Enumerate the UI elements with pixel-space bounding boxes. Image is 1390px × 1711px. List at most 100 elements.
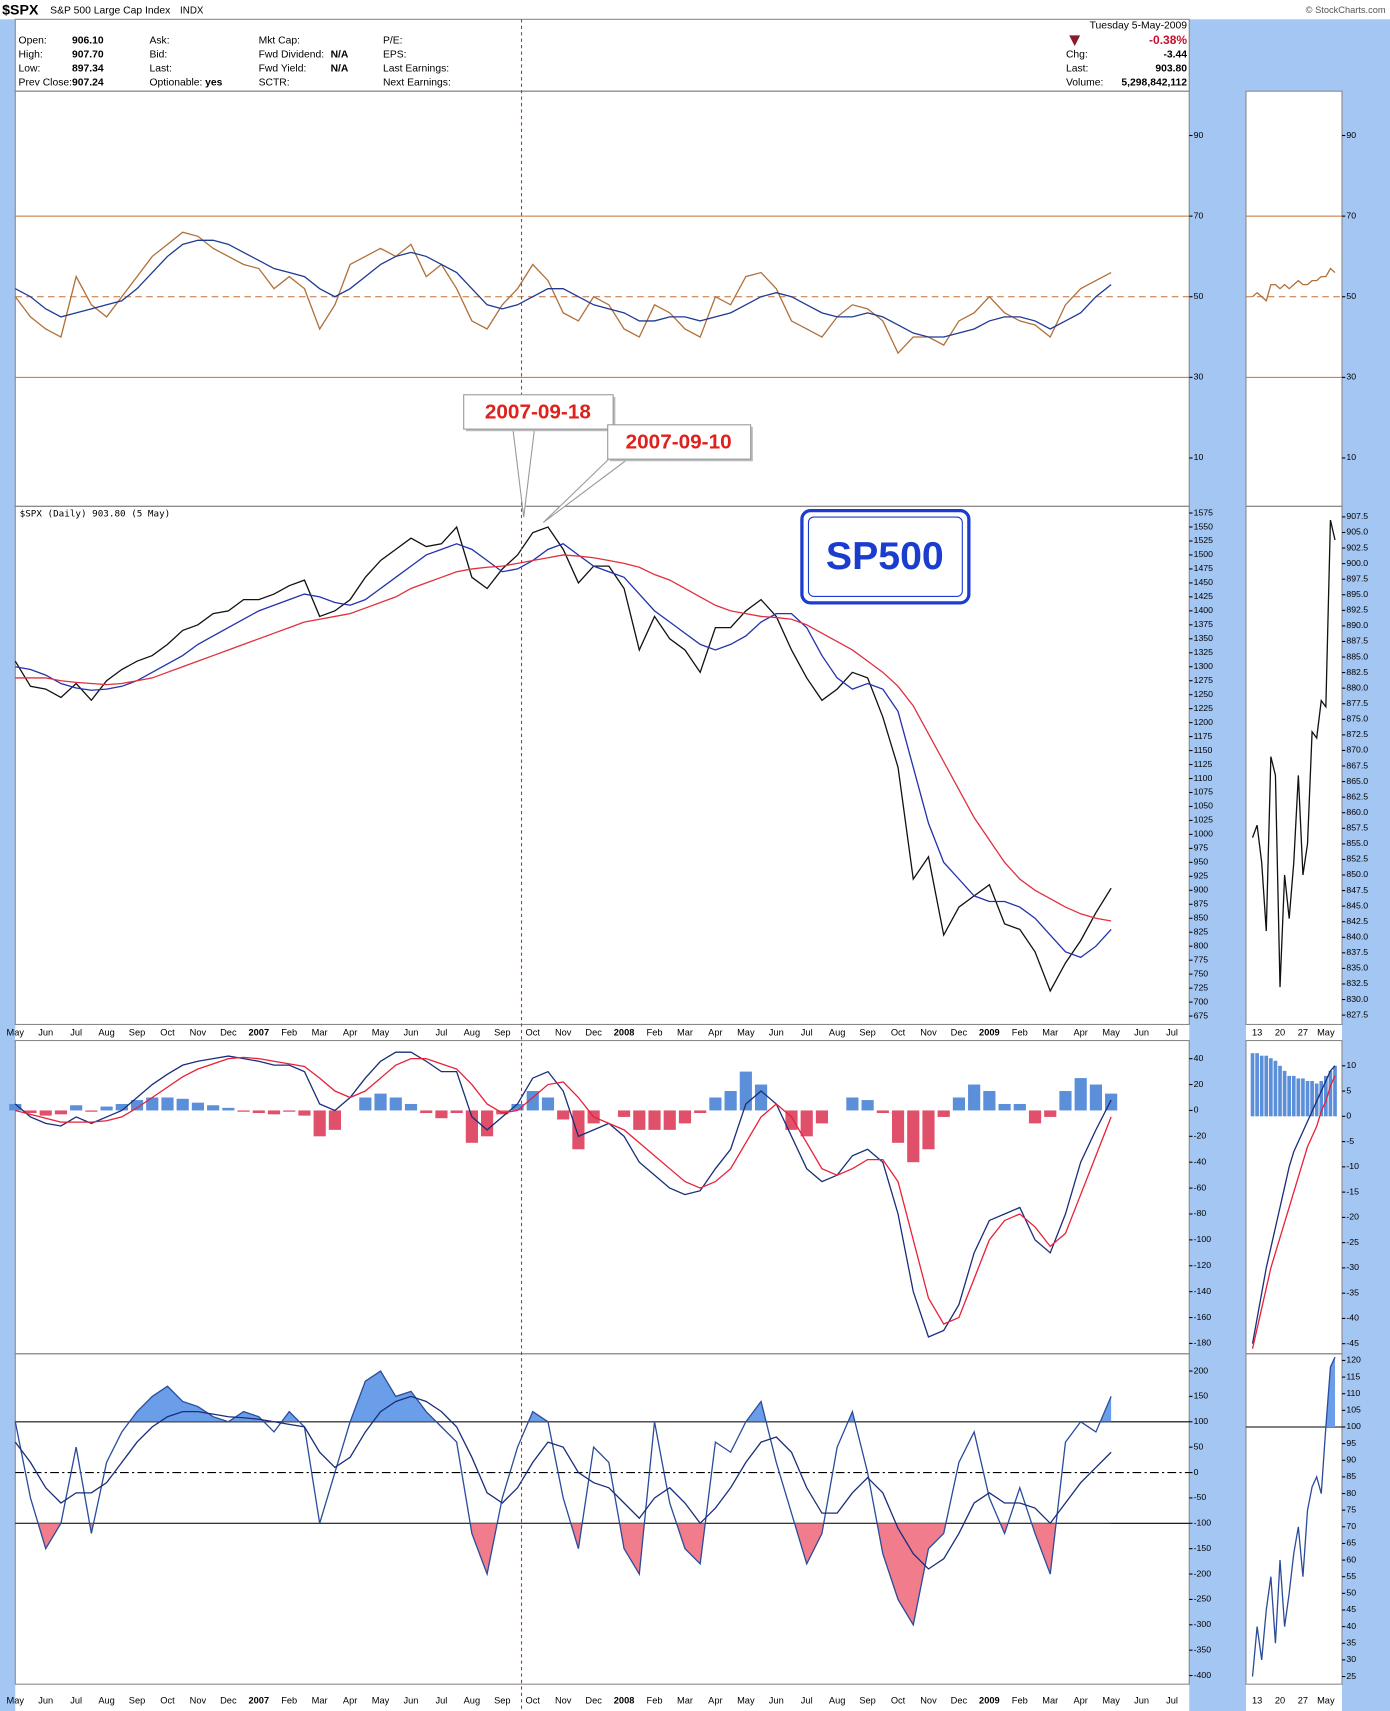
y-tick-label: 10 [1346,452,1356,462]
histogram-bar [389,1097,402,1111]
title-strip [0,0,1390,20]
x-tick-label: Aug [98,1696,114,1706]
x-tick-label: Jul [801,1696,813,1706]
y-tick-label: 120 [1346,1355,1361,1365]
y-tick-label: 0 [1194,1467,1199,1477]
x-tick-label: Dec [951,1696,968,1706]
y-tick-label: 50 [1194,291,1204,301]
y-tick-label: 827.5 [1346,1009,1368,1019]
y-tick-label: 1500 [1194,549,1214,559]
y-tick-label: 870.0 [1346,745,1368,755]
x-tick-label: Oct [526,1696,541,1706]
y-tick-label: 867.5 [1346,760,1368,770]
x-tick-label: Jun [38,1028,53,1038]
histogram-bar [1287,1075,1292,1117]
y-tick-label: 85 [1346,1471,1356,1481]
y-tick-label: 45 [1346,1604,1356,1614]
x-tick-label: Sep [494,1028,510,1038]
x-tick-label: 27 [1298,1028,1308,1038]
y-tick-label: 900.0 [1346,558,1368,568]
x-tick-label: Aug [464,1028,480,1038]
x-tick-label: Apr [708,1696,722,1706]
histogram-bar [1305,1080,1310,1117]
histogram-bar [359,1097,372,1111]
y-tick-label: 25 [1346,1671,1356,1681]
y-tick-label: 1475 [1194,563,1214,573]
x-tick-label: Oct [891,1028,906,1038]
histogram-bar [328,1110,341,1130]
histogram-bar [785,1110,798,1130]
y-tick-label: 1075 [1194,787,1214,797]
histogram-bar [1255,1053,1259,1117]
x-tick-label: May [1102,1696,1120,1706]
y-tick-label: 90 [1346,130,1356,140]
histogram-bar [54,1110,68,1115]
quote-label: Last Earnings: [383,63,449,74]
y-tick-label: 872.5 [1346,729,1368,739]
histogram-bar [724,1091,737,1111]
series-line [14,239,1112,338]
y-tick-label: 890.0 [1346,620,1368,630]
x-tick-label: May [1317,1028,1335,1038]
label-box-inner [807,516,963,597]
x-tick-label: Mar [677,1028,693,1038]
series-line [14,1395,1112,1570]
y-tick-label: 905.0 [1346,527,1368,537]
callout-text: 2007-09-18 [485,401,591,424]
y-tick-label: -5 [1346,1136,1354,1146]
y-tick-label: 895.0 [1346,589,1368,599]
series-line [15,543,1112,959]
histogram-bar [1273,1060,1278,1117]
histogram-bar [191,1102,205,1111]
y-tick-label: -80 [1194,1208,1207,1218]
y-tick-label: 875 [1194,899,1209,909]
y-tick-label: 1150 [1194,745,1213,755]
y-tick-label: 40 [1346,1621,1356,1631]
x-tick-label: Oct [526,1028,541,1038]
histogram-bar [663,1110,676,1130]
panel-frame [14,1353,1190,1685]
x-tick-label: 2009 [979,1696,1000,1706]
histogram-bar [435,1110,448,1119]
histogram-bar [876,1110,889,1114]
y-tick-label: -35 [1346,1287,1359,1297]
histogram-bar [937,1110,950,1117]
x-tick-label: May [7,1696,25,1706]
x-tick-label: Apr [343,1028,357,1038]
y-tick-label: -180 [1194,1338,1212,1348]
y-tick-label: -15 [1346,1186,1359,1196]
quote-value: 897.34 [72,63,104,74]
y-tick-label: 75 [1346,1504,1356,1514]
y-tick-label: -350 [1194,1645,1212,1655]
y-tick-label: -20 [1346,1212,1359,1222]
x-tick-label: Jun [404,1696,419,1706]
x-tick-label: May [1102,1028,1120,1038]
y-tick-label: 950 [1194,857,1209,867]
summary-label: Volume: [1066,77,1103,88]
x-tick-label: May [372,1696,390,1706]
quote-label: Last: [149,63,171,74]
x-tick-label: 20 [1275,1028,1285,1038]
date: Tuesday 5-May-2009 [1090,21,1188,32]
y-tick-label: -300 [1194,1619,1212,1629]
x-tick-label: Nov [190,1696,207,1706]
histogram-bar [694,1110,707,1114]
y-tick-label: 1200 [1194,717,1214,727]
x-tick-label: Jun [769,1028,784,1038]
y-tick-label: 725 [1194,982,1209,992]
y-tick-label: 50 [1346,291,1356,301]
x-tick-label: 13 [1252,1696,1262,1706]
y-tick-label: -100 [1194,1234,1212,1244]
histogram-bar [465,1110,478,1143]
y-tick-label: 1375 [1194,619,1214,629]
y-tick-label: 865.0 [1346,776,1368,786]
x-tick-label: Aug [464,1696,480,1706]
fill-above [1325,1357,1336,1427]
y-tick-label: 882.5 [1346,667,1368,677]
y-tick-label: -140 [1194,1286,1212,1296]
x-tick-label: Oct [891,1696,906,1706]
y-tick-label: 830.0 [1346,994,1368,1004]
histogram-bar [420,1110,433,1114]
y-tick-label: 10 [1346,1060,1356,1070]
y-tick-label: 892.5 [1346,605,1368,615]
